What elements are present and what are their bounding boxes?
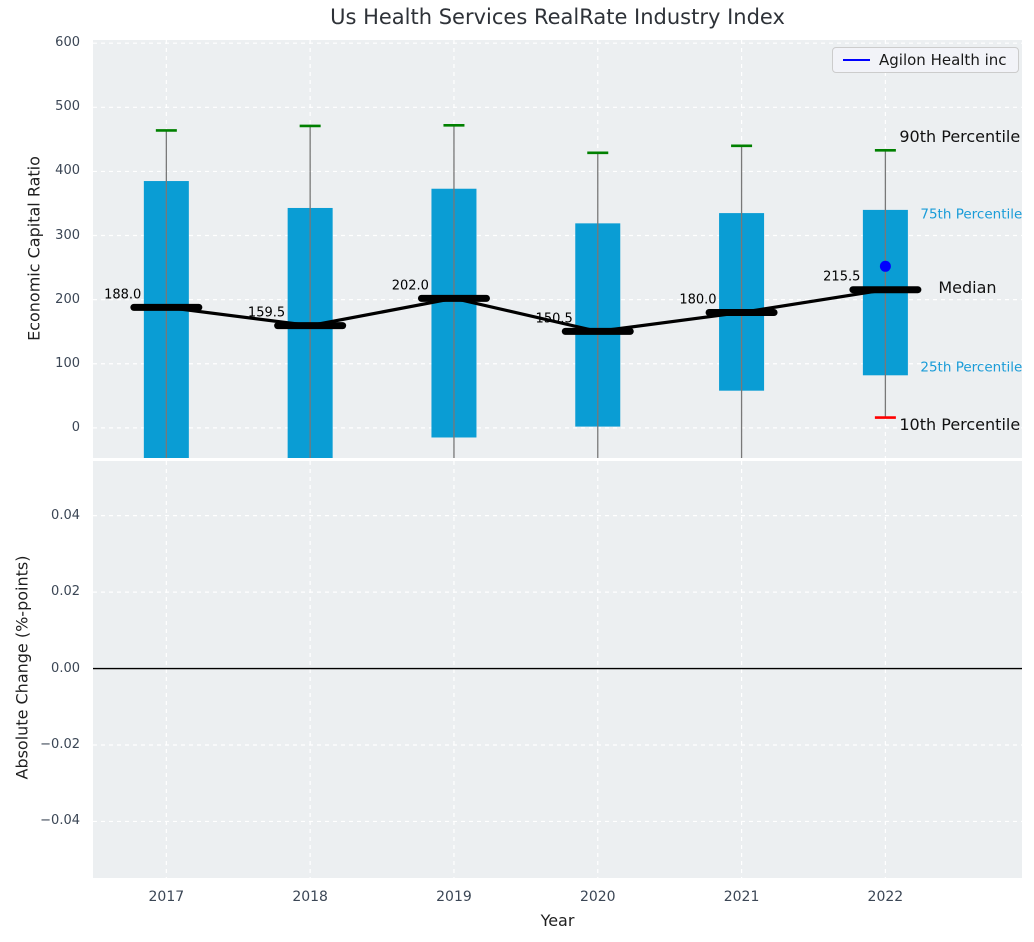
annotation-10th-percentile: 10th Percentile [899, 415, 1020, 434]
bottom-axes [93, 461, 1022, 878]
legend-label: Agilon Health inc [879, 51, 1007, 69]
agilon-marker-dot [879, 260, 891, 272]
y-tick-0.04: 0.04 [51, 507, 80, 523]
median-value-label-2018: 159.5 [248, 306, 285, 321]
median-value-label-2017: 188.0 [104, 287, 141, 302]
y-tick-400: 400 [55, 163, 80, 179]
legend: Agilon Health inc [832, 47, 1019, 73]
top-chart-svg: 188.0 159.5 202.0 150.5 180.0 215.5 90th Perce… [93, 40, 1022, 458]
y-tick-500: 500 [55, 99, 80, 115]
x-tick-2019: 2019 [436, 889, 472, 905]
y-tick-0: 0.00 [51, 660, 80, 676]
y-tick-0.02: 0.02 [51, 584, 80, 600]
median-value-label-2022: 215.5 [823, 270, 860, 285]
y-tick-200: 200 [55, 291, 80, 307]
y-tick-300: 300 [55, 227, 80, 243]
y-tick-0: 0 [71, 419, 80, 435]
x-tick-2017: 2017 [148, 889, 185, 905]
chart-title: Us Health Services RealRate Industry Ind… [330, 5, 785, 29]
median-value-label-2020: 150.5 [536, 311, 573, 326]
x-axis-label: Year [540, 911, 575, 930]
legend-line-sample [843, 59, 870, 61]
y-tick--0.02: −0.02 [40, 736, 80, 752]
y-tick-600: 600 [55, 35, 80, 51]
y-tick--0.04: −0.04 [40, 813, 80, 829]
median-value-label-2021: 180.0 [679, 292, 716, 307]
top-axes: 188.0 159.5 202.0 150.5 180.0 215.5 90th Perce… [93, 40, 1022, 458]
x-tick-2021: 2021 [723, 889, 760, 905]
annotation-75th-percentile: 75th Percentile [920, 206, 1022, 222]
median-value-label-2019: 202.0 [392, 278, 429, 293]
annotation-90th-percentile: 90th Percentile [899, 127, 1020, 146]
annotation-median: Median [938, 278, 996, 297]
x-tick-2018: 2018 [292, 889, 328, 905]
y-tick-100: 100 [55, 355, 80, 371]
x-tick-2020: 2020 [579, 889, 616, 905]
x-tick-2022: 2022 [867, 889, 904, 905]
bottom-chart-svg [93, 461, 1022, 878]
annotation-25th-percentile: 25th Percentile [920, 360, 1022, 376]
